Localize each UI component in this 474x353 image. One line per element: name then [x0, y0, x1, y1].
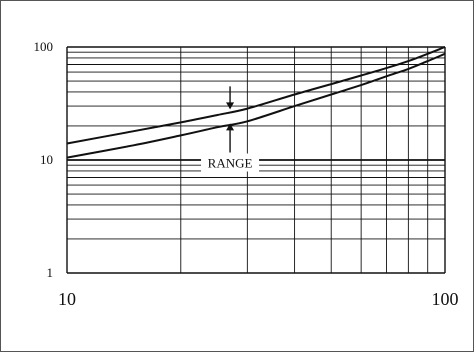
upper-curve	[66, 46, 446, 145]
series-curves	[66, 46, 446, 159]
y-tick-label: 1	[47, 265, 54, 280]
x-tick-label: 100	[432, 289, 459, 309]
down-arrow-head	[226, 102, 235, 110]
y-tick-label: 100	[34, 39, 54, 54]
lower-curve	[66, 52, 446, 159]
x-tick-label: 10	[58, 289, 76, 309]
range-label-bg	[201, 153, 260, 172]
tick-labels: 1 10 100 10 100	[34, 39, 459, 309]
y-tick-label: 10	[40, 152, 53, 167]
up-arrow-head	[226, 123, 235, 131]
range-label: RANGE	[208, 156, 253, 171]
range-annotation: RANGE	[201, 86, 260, 172]
